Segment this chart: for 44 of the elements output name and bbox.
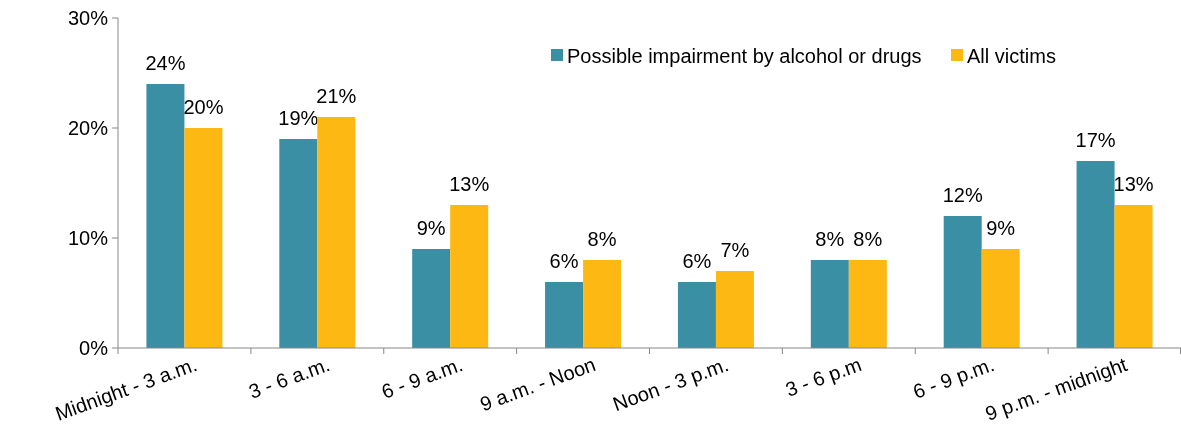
x-tick-label: Noon - 3 p.m. <box>609 353 732 416</box>
data-label: 20% <box>183 96 224 118</box>
x-tick-label: 3 - 6 a.m. <box>245 353 333 403</box>
legend-label: All victims <box>967 45 1056 67</box>
bar <box>450 205 489 348</box>
data-label: 13% <box>1113 173 1154 195</box>
data-label: 17% <box>1075 129 1116 151</box>
data-label: 6% <box>549 250 579 272</box>
data-label: 8% <box>853 228 883 250</box>
data-label: 21% <box>316 85 357 107</box>
x-tick-label: 9 a.m. - Noon <box>477 353 599 416</box>
x-tick-label: 6 - 9 a.m. <box>378 353 466 403</box>
y-tick-label: 20% <box>67 117 109 139</box>
bar <box>146 84 185 348</box>
y-tick-label: 30% <box>67 7 109 29</box>
data-label: 6% <box>682 250 712 272</box>
data-label: 7% <box>720 239 750 261</box>
data-label: 9% <box>986 217 1016 239</box>
bar <box>1114 205 1153 348</box>
bar <box>1076 161 1115 348</box>
data-label: 12% <box>942 184 983 206</box>
x-tick-label: 3 - 6 p.m <box>782 353 865 401</box>
y-tick-label: 0% <box>79 337 109 359</box>
bar <box>545 282 584 348</box>
y-tick-label: 10% <box>67 227 109 249</box>
data-label: 9% <box>416 217 446 239</box>
data-label: 8% <box>587 228 617 250</box>
data-label: 24% <box>145 52 186 74</box>
bar <box>184 128 223 348</box>
bar <box>412 249 451 348</box>
bar <box>677 282 716 348</box>
bar <box>848 260 887 348</box>
bar <box>943 216 982 348</box>
bar <box>317 117 356 348</box>
bar <box>810 260 849 348</box>
legend-label: Possible impairment by alcohol or drugs <box>567 45 922 67</box>
bar <box>583 260 622 348</box>
data-label: 13% <box>449 173 490 195</box>
x-tick-label: 6 - 9 p.m. <box>910 353 998 403</box>
data-label: 8% <box>815 228 845 250</box>
data-label: 19% <box>278 107 319 129</box>
bar <box>279 139 318 348</box>
bar <box>981 249 1020 348</box>
bar <box>715 271 754 348</box>
